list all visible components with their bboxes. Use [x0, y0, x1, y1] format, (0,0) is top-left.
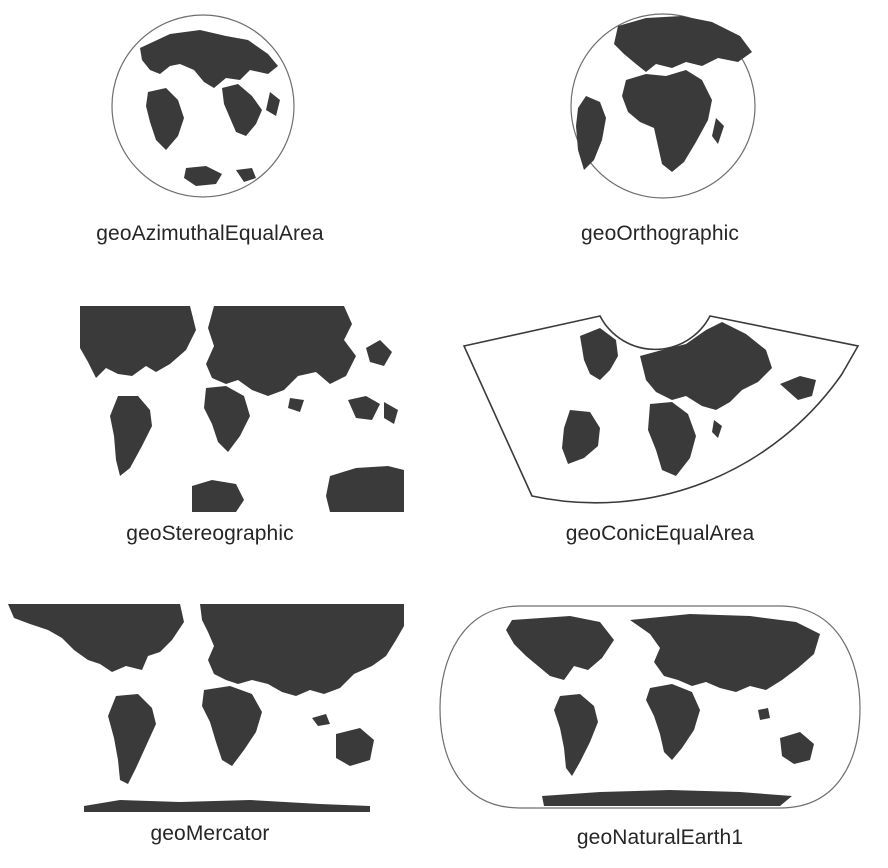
- conic-equal-area-map: [462, 315, 860, 504]
- stereographic-label: geoStereographic: [126, 522, 294, 545]
- azimuthal-equal-area-panel: geoAzimuthalEqualArea: [0, 0, 420, 260]
- stereographic-panel: geoStereographic: [0, 300, 420, 560]
- conic-equal-area-panel: geoConicEqualArea: [450, 300, 870, 560]
- orthographic-map: [570, 13, 756, 199]
- azimuthal-equal-area-map: [111, 14, 295, 198]
- natural-earth-label: geoNaturalEarth1: [576, 826, 744, 849]
- mercator-panel: geoMercator: [0, 600, 420, 868]
- natural-earth-map: [439, 605, 861, 809]
- natural-earth-panel: geoNaturalEarth1: [439, 600, 870, 868]
- azimuthal-equal-area-label: geoAzimuthalEqualArea: [96, 222, 324, 245]
- orthographic-label: geoOrthographic: [581, 222, 739, 245]
- conic-equal-area-label: geoConicEqualArea: [565, 522, 755, 545]
- mercator-label: geoMercator: [150, 822, 270, 845]
- mercator-map: [6, 604, 404, 812]
- orthographic-panel: geoOrthographic: [450, 0, 870, 260]
- stereographic-map: [78, 306, 404, 512]
